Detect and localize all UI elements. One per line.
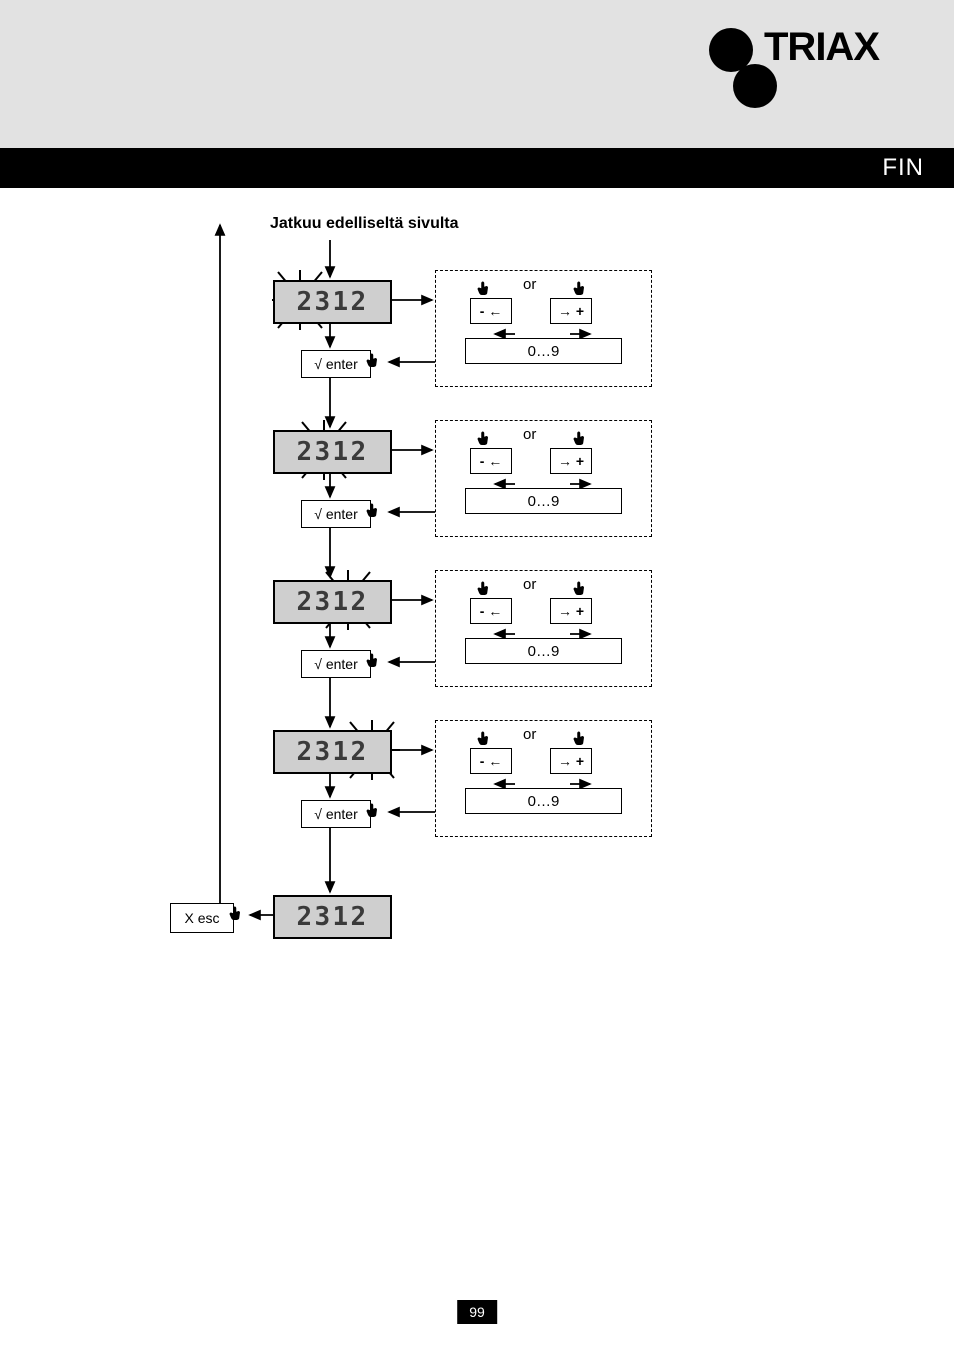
range-box: 0…9: [465, 488, 622, 514]
brand-name: TRIAX: [764, 25, 879, 70]
lcd-display: 2312: [273, 580, 392, 624]
page: TRIAX FIN Jatkuu edelliseltä sivulta 231…: [0, 0, 954, 1350]
range-box: 0…9: [465, 638, 622, 664]
or-label: or: [523, 276, 536, 293]
or-label: or: [523, 576, 536, 593]
or-label: or: [523, 426, 536, 443]
enter-button[interactable]: √ enter: [301, 500, 371, 528]
press-icon: [476, 280, 494, 298]
press-icon: [365, 502, 383, 520]
flowchart: Jatkuu edelliseltä sivulta 2312√ enteror…: [170, 215, 670, 985]
lcd-digit: 1: [333, 902, 351, 932]
option-group: [435, 720, 652, 837]
press-icon: [476, 580, 494, 598]
enter-button[interactable]: √ enter: [301, 350, 371, 378]
lcd-digit: 1: [333, 737, 351, 767]
press-icon: [365, 802, 383, 820]
lcd-digit: 1: [333, 287, 351, 317]
minus-button[interactable]: - ←: [470, 298, 512, 324]
lcd-digit: 2: [297, 287, 315, 317]
lcd-digit: 2: [297, 902, 315, 932]
enter-button[interactable]: √ enter: [301, 650, 371, 678]
press-icon: [572, 730, 590, 748]
option-group: [435, 420, 652, 537]
brand-logo: TRIAX: [709, 20, 919, 120]
press-icon: [228, 905, 246, 923]
lcd-digit: 3: [315, 287, 333, 317]
plus-button[interactable]: → +: [550, 448, 592, 474]
minus-button[interactable]: - ←: [470, 748, 512, 774]
page-number: 99: [457, 1300, 497, 1324]
esc-button[interactable]: X esc: [170, 903, 234, 933]
press-icon: [476, 730, 494, 748]
lcd-display: 2312: [273, 895, 392, 939]
lcd-digit: 2: [351, 737, 369, 767]
lcd-digit: 2: [297, 437, 315, 467]
option-group: [435, 270, 652, 387]
lcd-display: 2312: [273, 280, 392, 324]
press-icon: [365, 652, 383, 670]
lcd-digit: 3: [315, 437, 333, 467]
minus-button[interactable]: - ←: [470, 448, 512, 474]
press-icon: [365, 352, 383, 370]
press-icon: [572, 430, 590, 448]
press-icon: [476, 430, 494, 448]
enter-button[interactable]: √ enter: [301, 800, 371, 828]
lcd-digit: 3: [315, 587, 333, 617]
press-icon: [572, 580, 590, 598]
plus-button[interactable]: → +: [550, 298, 592, 324]
lcd-digit: 3: [315, 737, 333, 767]
lcd-digit: 2: [297, 737, 315, 767]
lcd-digit: 1: [333, 587, 351, 617]
lcd-digit: 2: [351, 587, 369, 617]
press-icon: [572, 280, 590, 298]
lcd-digit: 2: [297, 587, 315, 617]
plus-button[interactable]: → +: [550, 748, 592, 774]
lcd-digit: 2: [351, 437, 369, 467]
header-black-bar: FIN: [0, 148, 954, 188]
lcd-digit: 2: [351, 902, 369, 932]
lcd-display: 2312: [273, 730, 392, 774]
or-label: or: [523, 726, 536, 743]
plus-button[interactable]: → +: [550, 598, 592, 624]
lcd-digit: 2: [351, 287, 369, 317]
lcd-digit: 1: [333, 437, 351, 467]
range-box: 0…9: [465, 788, 622, 814]
lcd-digit: 3: [315, 902, 333, 932]
minus-button[interactable]: - ←: [470, 598, 512, 624]
lcd-display: 2312: [273, 430, 392, 474]
language-badge: FIN: [882, 154, 924, 182]
flowchart-title: Jatkuu edelliseltä sivulta: [270, 215, 459, 233]
header-grey-bar: TRIAX: [0, 0, 954, 148]
option-group: [435, 570, 652, 687]
range-box: 0…9: [465, 338, 622, 364]
